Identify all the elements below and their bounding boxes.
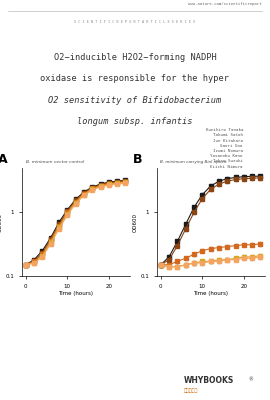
Text: 中国好书榜: 中国好书榜: [184, 388, 198, 393]
Text: S C I E N T I F I C R E P O R T A R T I C L E S E R I E S: S C I E N T I F I C R E P O R T A R T I …: [75, 20, 195, 24]
Y-axis label: OD600: OD600: [132, 212, 137, 232]
Text: ®: ®: [248, 377, 253, 382]
Text: B. minimum vector control: B. minimum vector control: [26, 160, 84, 164]
Text: A: A: [0, 153, 8, 166]
Y-axis label: OD600: OD600: [0, 212, 2, 232]
Text: O2 sensitivity of Bifidobacterium: O2 sensitivity of Bifidobacterium: [48, 96, 222, 105]
Text: www.nature.com/scientificreport: www.nature.com/scientificreport: [188, 2, 262, 6]
Text: O2−inducible H2O2−forming NADPH: O2−inducible H2O2−forming NADPH: [54, 53, 216, 62]
Text: oxidase is responsible for the hyper: oxidase is responsible for the hyper: [40, 74, 230, 83]
Text: B: B: [133, 153, 142, 166]
X-axis label: Time (hours): Time (hours): [58, 292, 93, 296]
Text: B. minimum carrying BinI npoxit: B. minimum carrying BinI npoxit: [160, 160, 227, 164]
X-axis label: Time (hours): Time (hours): [193, 292, 228, 296]
Text: longum subsp. infantis: longum subsp. infantis: [77, 118, 193, 126]
Text: WHYBOOKS: WHYBOOKS: [184, 376, 234, 385]
Text: Kunihiro Tanaka
Takumi Satoh
Jun Kitahara
Saori Uno
Izumi Nomura
Yasanobu Kano
T: Kunihiro Tanaka Takumi Satoh Jun Kitahar…: [205, 128, 243, 174]
